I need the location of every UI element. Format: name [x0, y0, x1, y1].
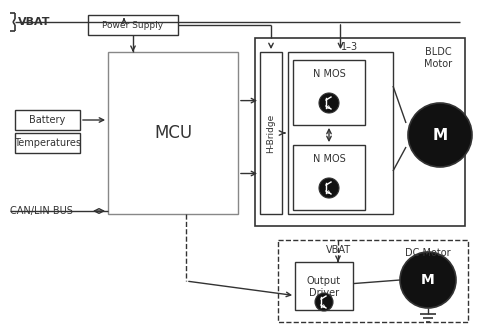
Text: 1–3: 1–3 [342, 42, 359, 52]
Bar [288, 52, 393, 214]
Text: N MOS: N MOS [313, 69, 345, 79]
Bar [15, 110, 80, 130]
Text: Temperatures: Temperatures [14, 138, 81, 148]
Bar [295, 262, 353, 310]
Circle shape [408, 103, 472, 167]
Bar [88, 15, 178, 35]
Text: MCU: MCU [154, 124, 192, 142]
Circle shape [319, 178, 339, 198]
Bar [108, 52, 238, 214]
Text: CAN/LIN BUS: CAN/LIN BUS [10, 206, 73, 216]
Circle shape [400, 252, 456, 308]
Bar [260, 52, 282, 214]
Text: Output
Driver: Output Driver [307, 276, 341, 297]
Text: N MOS: N MOS [313, 154, 345, 164]
Text: H-Bridge: H-Bridge [266, 113, 275, 153]
Bar [293, 60, 365, 125]
Text: VBAT: VBAT [325, 245, 351, 255]
Text: DC Motor: DC Motor [405, 248, 451, 258]
Text: M: M [433, 127, 447, 142]
Text: M: M [421, 273, 435, 287]
Text: Power Supply: Power Supply [103, 21, 163, 30]
Bar [15, 133, 80, 153]
Text: VBAT: VBAT [18, 17, 50, 27]
Text: Battery: Battery [29, 115, 66, 125]
Bar [278, 240, 468, 322]
Circle shape [315, 293, 333, 311]
Circle shape [319, 93, 339, 113]
Bar [293, 145, 365, 210]
Bar [255, 38, 465, 226]
Text: BLDC
Motor: BLDC Motor [424, 47, 452, 69]
